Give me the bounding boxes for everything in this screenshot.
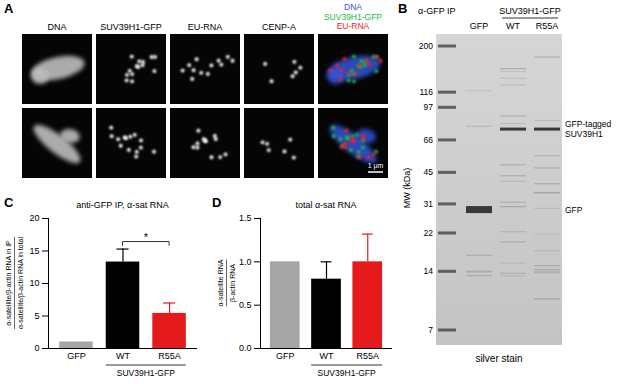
svg-text:silver stain: silver stain (475, 353, 522, 364)
svg-text:EU-RNA: EU-RNA (188, 22, 223, 32)
svg-text:α-satellite/β-actin RNA in IP: α-satellite/β-actin RNA in IP (5, 240, 13, 326)
svg-text:14: 14 (424, 266, 434, 276)
svg-text:A: A (4, 1, 14, 16)
svg-text:D: D (212, 195, 221, 210)
svg-text:WT: WT (506, 21, 520, 31)
svg-text:GFP-tagged: GFP-tagged (565, 119, 612, 129)
svg-text:B: B (398, 1, 407, 16)
svg-text:0.5: 0.5 (239, 300, 252, 310)
svg-text:15: 15 (29, 246, 39, 256)
svg-text:α-satellite/β-actin RNA in tot: α-satellite/β-actin RNA in total (17, 237, 25, 330)
svg-text:*: * (144, 231, 149, 243)
svg-text:7: 7 (428, 325, 433, 335)
svg-text:SUV39H1-GFP: SUV39H1-GFP (100, 22, 162, 32)
svg-text:97: 97 (424, 102, 434, 112)
svg-text:R55A: R55A (158, 351, 181, 361)
svg-text:anti-GFP IP, α-sat RNA: anti-GFP IP, α-sat RNA (76, 200, 168, 210)
svg-text:0: 0 (34, 343, 39, 353)
svg-text:DNA: DNA (344, 2, 362, 12)
svg-text:31: 31 (424, 199, 434, 209)
svg-text:SUV39H1-GFP: SUV39H1-GFP (117, 368, 175, 378)
svg-text:R55A: R55A (356, 351, 379, 361)
svg-text:C: C (4, 195, 14, 210)
svg-text:GFP: GFP (276, 351, 295, 361)
svg-text:SUV39H1-GFP: SUV39H1-GFP (499, 6, 561, 16)
svg-text:WT: WT (320, 351, 334, 361)
svg-text:GFP: GFP (565, 205, 583, 215)
svg-text:1 µm: 1 µm (368, 162, 384, 170)
svg-text:200: 200 (419, 41, 433, 51)
svg-text:0.0: 0.0 (239, 343, 252, 353)
svg-text:EU-RNA: EU-RNA (337, 21, 370, 31)
svg-text:22: 22 (424, 228, 434, 238)
svg-text:66: 66 (424, 135, 434, 145)
svg-text:45: 45 (424, 167, 434, 177)
svg-text:R55A: R55A (536, 21, 559, 31)
svg-text:GFP: GFP (67, 351, 86, 361)
svg-text:1.5: 1.5 (239, 213, 252, 223)
svg-text:20: 20 (29, 213, 39, 223)
svg-text:10: 10 (29, 278, 39, 288)
svg-text:MW (kDa): MW (kDa) (402, 168, 412, 209)
svg-text:1.0: 1.0 (239, 257, 252, 267)
svg-text:SUV39H1: SUV39H1 (565, 129, 603, 139)
svg-text:SUV39H1-GFP: SUV39H1-GFP (324, 12, 382, 22)
svg-text:α-satellite RNA: α-satellite RNA (217, 259, 224, 306)
svg-text:SUV39H1-GFP: SUV39H1-GFP (318, 368, 376, 378)
svg-text:total α-sat RNA: total α-sat RNA (295, 200, 356, 210)
svg-text:GFP: GFP (470, 21, 489, 31)
svg-text:α-GFP IP: α-GFP IP (418, 6, 456, 16)
svg-text:5: 5 (34, 311, 39, 321)
svg-text:CENP-A: CENP-A (262, 22, 296, 32)
svg-text:116: 116 (419, 87, 433, 97)
svg-text:WT: WT (116, 351, 130, 361)
svg-text:β-actin RNA: β-actin RNA (229, 264, 237, 302)
svg-text:DNA: DNA (47, 22, 66, 32)
